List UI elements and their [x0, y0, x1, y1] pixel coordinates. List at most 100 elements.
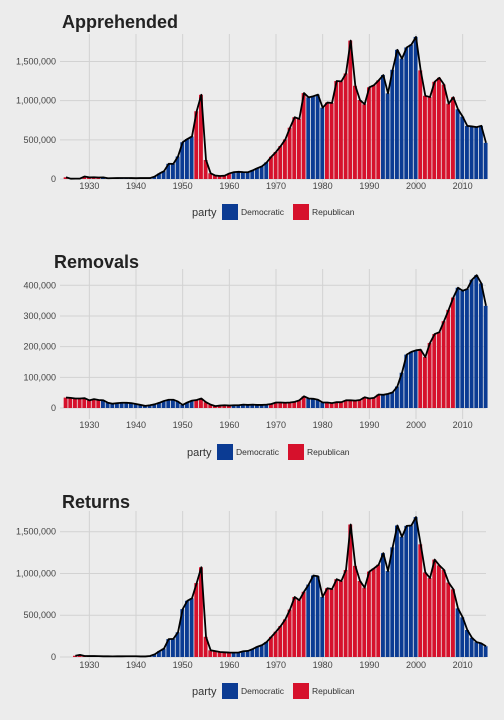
- x-tick-label: 1960: [219, 660, 239, 670]
- x-tick-label: 2000: [406, 660, 426, 670]
- bar: [306, 398, 311, 408]
- bar: [451, 589, 455, 657]
- y-tick-label: 0: [51, 403, 56, 413]
- bar: [259, 404, 264, 408]
- bar: [381, 553, 385, 657]
- bar: [329, 103, 334, 179]
- bar: [306, 97, 311, 179]
- bar: [339, 581, 343, 657]
- bar: [390, 392, 395, 408]
- bar: [236, 171, 241, 179]
- bar: [311, 96, 315, 179]
- bar: [409, 351, 413, 408]
- bar: [143, 405, 147, 408]
- bar: [189, 400, 194, 408]
- y-tick-label: 0: [51, 174, 56, 184]
- x-tick-label: 2010: [453, 660, 473, 670]
- bar: [465, 125, 469, 179]
- bar: [395, 49, 399, 179]
- bar: [446, 103, 451, 179]
- bar: [255, 168, 259, 179]
- bar: [297, 600, 301, 657]
- bar: [264, 404, 269, 409]
- bar: [194, 583, 199, 657]
- y-tick-label: 0: [51, 652, 56, 662]
- bar: [152, 404, 157, 408]
- bar: [259, 166, 264, 179]
- bar: [133, 404, 138, 408]
- legend: party Democratic Republican: [187, 444, 350, 460]
- bar: [423, 572, 427, 657]
- legend: party Democratic Republican: [192, 204, 355, 220]
- bar: [357, 580, 362, 657]
- bar: [273, 151, 278, 179]
- bar: [208, 173, 213, 179]
- bar: [171, 638, 175, 657]
- bar: [306, 584, 311, 657]
- bar: [339, 402, 343, 408]
- bar: [460, 290, 465, 408]
- bar: [255, 646, 259, 657]
- bar: [362, 104, 367, 179]
- bar: [101, 400, 105, 408]
- bar: [427, 342, 432, 408]
- bar: [479, 283, 483, 408]
- bar: [469, 637, 474, 657]
- bar: [465, 630, 469, 657]
- bar: [222, 405, 227, 408]
- bar: [446, 582, 451, 657]
- bar: [241, 651, 245, 657]
- bar: [483, 305, 488, 408]
- y-tick-label: 1,000,000: [16, 96, 56, 106]
- bars: [73, 517, 488, 657]
- bar: [348, 524, 353, 657]
- bar: [222, 652, 227, 657]
- x-tick-label: 1970: [266, 181, 286, 191]
- bar: [278, 402, 283, 408]
- bar: [227, 405, 231, 408]
- bar: [353, 565, 357, 657]
- bar: [278, 626, 283, 657]
- bar: [427, 97, 432, 179]
- bar: [409, 525, 413, 657]
- x-tick-label: 1990: [359, 181, 379, 191]
- bar: [175, 156, 180, 179]
- bar: [348, 400, 353, 408]
- bar: [455, 287, 460, 408]
- y-tick-label: 1,500,000: [16, 57, 56, 67]
- bar: [367, 398, 371, 408]
- bar: [320, 596, 325, 657]
- bar: [199, 94, 203, 179]
- bar: [115, 403, 119, 408]
- bar: [432, 559, 437, 657]
- y-tick-label: 200,000: [23, 342, 56, 352]
- bar: [273, 402, 278, 408]
- bar: [217, 405, 222, 408]
- bar: [469, 126, 474, 179]
- bar: [483, 646, 488, 657]
- bar: [180, 609, 185, 657]
- bar: [105, 402, 110, 408]
- bar: [227, 173, 231, 179]
- bar: [208, 404, 213, 409]
- y-tick-label: 400,000: [23, 280, 56, 290]
- bar: [180, 142, 185, 179]
- bar: [77, 654, 82, 657]
- bar: [273, 631, 278, 657]
- bar: [208, 650, 213, 657]
- bar: [185, 139, 189, 179]
- bar: [287, 127, 292, 179]
- bar: [166, 163, 171, 179]
- bar: [381, 75, 385, 179]
- bar: [423, 357, 427, 408]
- x-tick-label: 1940: [126, 420, 146, 430]
- bar: [362, 397, 367, 408]
- bar: [185, 600, 189, 657]
- bar: [446, 309, 451, 408]
- bar: [432, 81, 437, 179]
- bar: [390, 69, 395, 179]
- bar: [236, 652, 241, 657]
- legend-label: Democratic: [241, 686, 285, 696]
- legend-label: Republican: [307, 447, 350, 457]
